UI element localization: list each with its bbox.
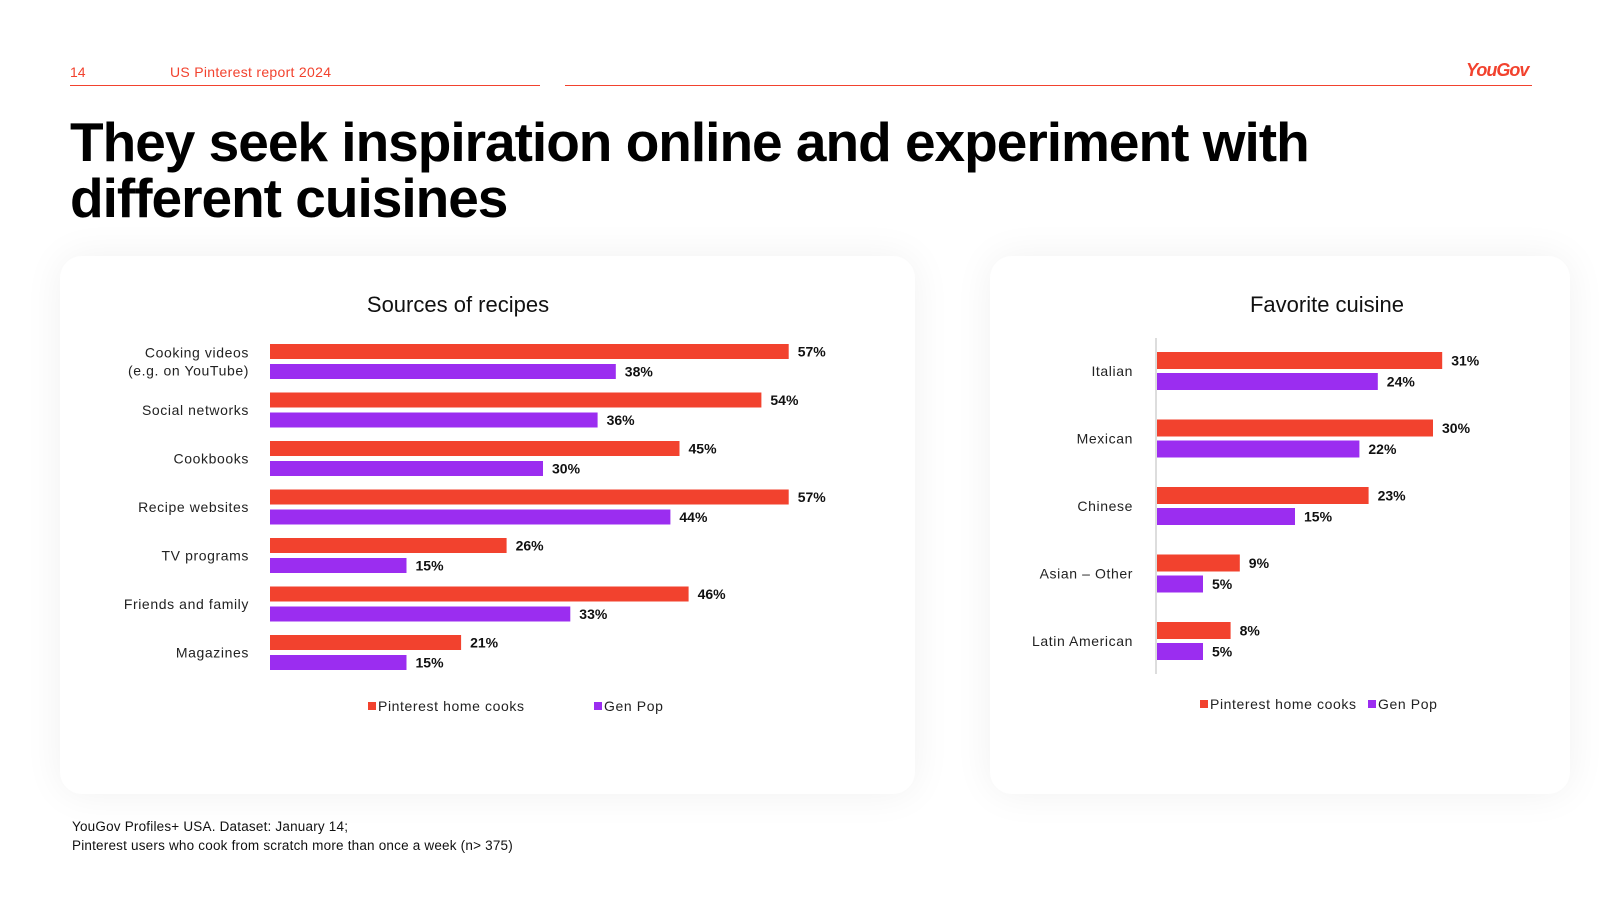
value-label: 9% — [1249, 555, 1270, 571]
value-label: 8% — [1240, 623, 1261, 639]
favorite-cuisine-panel: Favorite cuisine 31% 24% Italian 30% 22% Mexic… — [990, 256, 1570, 794]
bar-pinterest — [1157, 487, 1369, 504]
page-number: 14 — [70, 64, 86, 80]
legend-swatch-genpop — [594, 702, 602, 710]
value-label: 54% — [770, 392, 799, 408]
sources-of-recipes-panel: Sources of recipes 57% 38% Cooking videos (e… — [60, 256, 915, 794]
chart-title: Sources of recipes — [367, 292, 549, 317]
value-label: 36% — [607, 412, 636, 428]
bar-genpop — [1157, 508, 1295, 525]
legend-swatch-pinterest — [368, 702, 376, 710]
bar-genpop — [1157, 643, 1203, 660]
header-rule-left — [70, 85, 540, 86]
bar-pinterest — [270, 635, 462, 650]
bar-genpop — [270, 655, 407, 670]
legend-label: Pinterest home cooks — [378, 698, 525, 714]
category-label: Italian — [1091, 363, 1133, 379]
value-label: 44% — [679, 509, 708, 525]
footnote: YouGov Profiles+ USA. Dataset: January 1… — [72, 817, 513, 855]
footnote-line-1: YouGov Profiles+ USA. Dataset: January 1… — [72, 819, 349, 834]
value-label: 31% — [1451, 353, 1480, 369]
value-label: 23% — [1378, 488, 1407, 504]
value-label: 57% — [798, 344, 827, 360]
category-label: Cookbooks — [174, 451, 249, 467]
value-label: 15% — [416, 655, 445, 671]
yougov-logo: YouGov — [1466, 60, 1529, 80]
bar-pinterest — [270, 344, 789, 359]
bar-pinterest — [1157, 419, 1433, 437]
footnote-line-2: Pinterest users who cook from scratch mo… — [72, 838, 513, 853]
report-name: US Pinterest report 2024 — [170, 64, 332, 80]
value-label: 15% — [1304, 509, 1333, 525]
value-label: 24% — [1387, 374, 1416, 390]
page-title: They seek inspiration online and experim… — [70, 111, 1310, 229]
value-label: 5% — [1212, 576, 1233, 592]
value-label: 45% — [689, 441, 718, 457]
value-label: 46% — [698, 586, 727, 602]
bar-pinterest — [1157, 352, 1443, 369]
bar-genpop — [1157, 440, 1360, 458]
bar-pinterest — [1157, 554, 1240, 572]
value-label: 26% — [516, 538, 545, 554]
chart-title: Favorite cuisine — [1250, 292, 1404, 317]
category-label: Asian – Other — [1040, 566, 1133, 582]
category-label: Friends and family — [124, 596, 249, 612]
value-label: 5% — [1212, 644, 1233, 660]
category-label: Latin American — [1032, 633, 1133, 649]
header-rule-right — [565, 85, 1532, 86]
bar-genpop — [270, 606, 571, 622]
value-label: 33% — [579, 606, 608, 622]
category-label: Magazines — [176, 645, 249, 661]
bar-genpop — [270, 364, 616, 379]
sources-of-recipes-chart: Sources of recipes 57% 38% Cooking videos (e… — [124, 292, 827, 714]
legend-label: Pinterest home cooks — [1210, 696, 1357, 712]
bar-genpop — [270, 461, 543, 476]
category-label: Chinese — [1077, 498, 1133, 514]
legend-label: Gen Pop — [604, 698, 663, 714]
value-label: 38% — [625, 364, 654, 380]
bar-pinterest — [270, 586, 689, 602]
bar-genpop — [1157, 373, 1378, 390]
value-label: 21% — [470, 635, 499, 651]
category-label: Recipe websites — [138, 499, 249, 515]
legend-swatch-genpop — [1368, 700, 1376, 708]
bar-pinterest — [270, 538, 507, 553]
value-label: 30% — [1442, 420, 1471, 436]
bar-pinterest — [270, 392, 762, 408]
bar-genpop — [270, 509, 671, 525]
bar-pinterest — [270, 489, 789, 505]
bar-pinterest — [270, 441, 680, 456]
value-label: 22% — [1368, 441, 1397, 457]
value-label: 30% — [552, 461, 581, 477]
legend-label: Gen Pop — [1378, 696, 1437, 712]
category-label: TV programs — [161, 548, 249, 564]
bar-genpop — [1157, 575, 1203, 593]
value-label: 57% — [798, 489, 827, 505]
favorite-cuisine-chart: Favorite cuisine 31% 24% Italian 30% 22% Mexic… — [1032, 292, 1480, 712]
category-label: Mexican — [1077, 431, 1133, 447]
value-label: 15% — [416, 558, 445, 574]
bar-genpop — [270, 558, 407, 573]
category-label: Cooking videos — [145, 345, 249, 361]
category-label: (e.g. on YouTube) — [128, 363, 249, 379]
legend-swatch-pinterest — [1200, 700, 1208, 708]
category-label: Social networks — [142, 402, 249, 418]
bar-genpop — [270, 412, 598, 428]
bar-pinterest — [1157, 622, 1231, 639]
